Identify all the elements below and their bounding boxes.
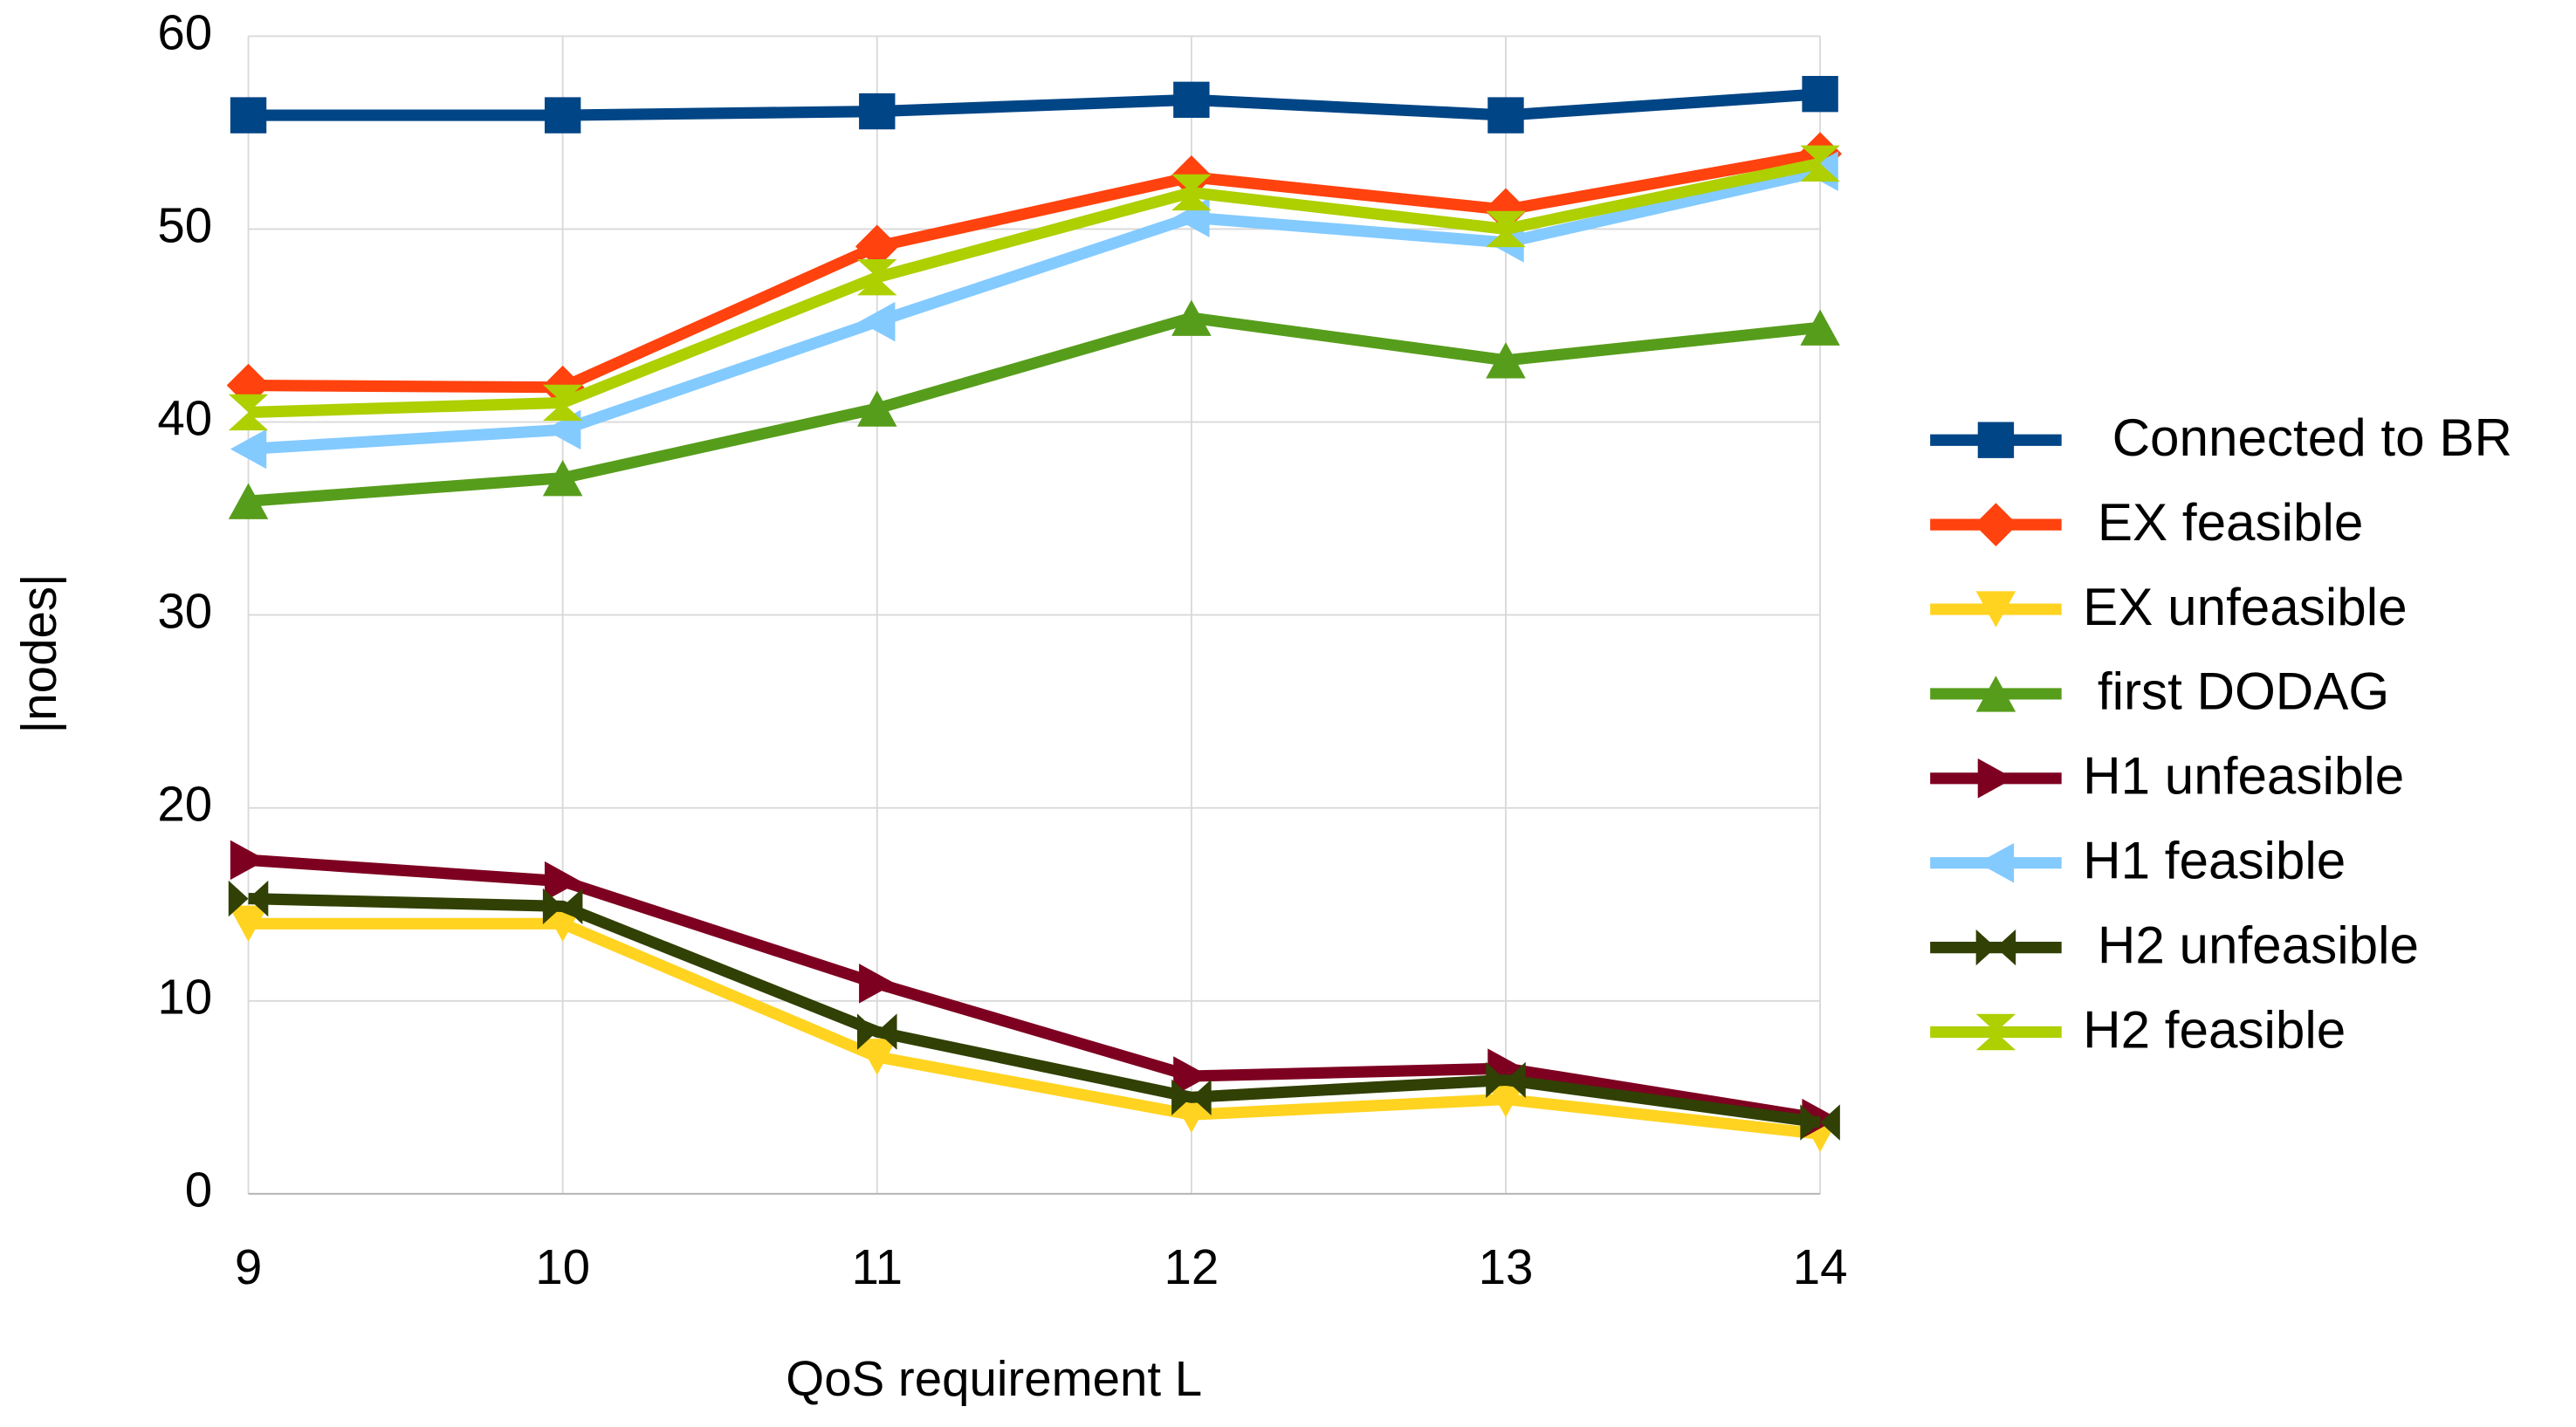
series-line (248, 854, 1822, 1125)
y-tick-label: 10 (157, 970, 212, 1025)
legend-label: EX unfeasible (2083, 578, 2407, 636)
series-line (248, 893, 1821, 1129)
x-tick-label: 12 (1164, 1239, 1219, 1294)
x-tick-label: 14 (1793, 1239, 1848, 1294)
x-tick-label: 10 (535, 1239, 590, 1294)
series-line (248, 88, 1821, 121)
y-tick-label: 0 (185, 1163, 212, 1218)
data-point (542, 384, 583, 422)
x-tick-label: 13 (1479, 1239, 1534, 1294)
data-point (228, 483, 269, 519)
x-tick-label: 11 (851, 1239, 903, 1294)
series-line (248, 165, 1822, 456)
data-point (228, 905, 269, 943)
y-tick-label: 30 (157, 584, 212, 639)
data-point (230, 429, 267, 470)
y-axis-label: |nodes| (11, 573, 66, 733)
series-line (248, 148, 1822, 394)
legend-label: Connected to BR (2083, 408, 2512, 467)
legend-marker (1975, 929, 2016, 966)
y-tick-label: 40 (157, 390, 212, 445)
data-point (1484, 188, 1528, 232)
data-point (544, 861, 581, 902)
data-point (856, 390, 897, 427)
data-point (228, 394, 269, 431)
series-line (248, 157, 1822, 419)
data-point (1486, 342, 1526, 379)
legend-label: H1 unfeasible (2083, 747, 2404, 806)
data-point (1171, 1079, 1212, 1115)
x-tick-label: 9 (235, 1239, 262, 1294)
data-point (228, 880, 269, 917)
data-point (1802, 76, 1838, 113)
data-point (230, 97, 267, 134)
data-point (1486, 210, 1526, 248)
legend-label: EX feasible (2083, 493, 2363, 552)
legend-marker (1975, 676, 2016, 712)
legend-label: first DODAG (2083, 662, 2389, 721)
legend-marker (1977, 422, 2015, 458)
data-point (226, 363, 271, 408)
x-axis-label: QoS requirement L (786, 1351, 1202, 1406)
legend-marker (1977, 842, 2015, 883)
data-point (542, 888, 583, 925)
series-line (248, 917, 1821, 1140)
data-point (1800, 145, 1840, 182)
data-point (859, 964, 896, 1004)
y-tick-label: 50 (157, 197, 212, 252)
legend-label: H2 unfeasible (2083, 916, 2419, 974)
data-point (1487, 97, 1524, 134)
y-tick-label: 20 (157, 777, 212, 832)
legend-marker (1974, 503, 2018, 546)
data-point (856, 259, 897, 296)
legend-label: H2 feasible (2083, 1000, 2346, 1059)
data-point (1171, 174, 1212, 211)
data-point (1173, 81, 1210, 119)
data-point (856, 1039, 897, 1075)
legend-label: H1 feasible (2083, 832, 2346, 890)
data-point (1800, 309, 1840, 346)
data-point (859, 93, 896, 130)
data-point (1486, 1081, 1526, 1118)
y-tick-label: 60 (157, 4, 212, 59)
data-point (1171, 299, 1212, 336)
legend-marker (1977, 758, 2015, 799)
data-point (542, 459, 583, 497)
legend-marker (1975, 591, 2016, 628)
series-line (248, 312, 1821, 507)
data-point (859, 301, 896, 342)
data-point (1173, 1056, 1210, 1096)
data-point (544, 97, 581, 134)
data-point (230, 840, 267, 881)
